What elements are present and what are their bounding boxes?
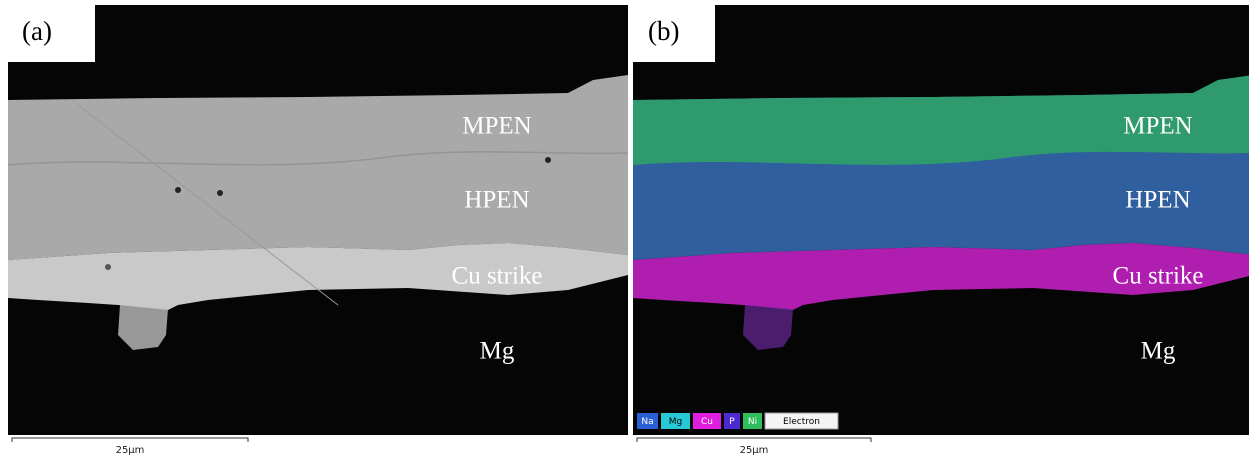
legend-entry: P bbox=[729, 417, 735, 427]
panel-label: (a) bbox=[22, 16, 52, 46]
sem-image bbox=[8, 5, 628, 435]
figure: (a) MPEN HPEN Cu strike Mg 25μm (b) MPEN… bbox=[0, 0, 1249, 455]
scale-bar bbox=[12, 438, 248, 442]
scale-bar bbox=[637, 438, 871, 442]
scale-label: 25μm bbox=[116, 445, 145, 455]
legend-entry: Electron bbox=[783, 417, 820, 427]
layer-label: Mg bbox=[1141, 338, 1176, 365]
legend-entry: Na bbox=[641, 417, 653, 427]
layer-label: MPEN bbox=[1123, 113, 1192, 140]
legend-entry: Mg bbox=[669, 417, 682, 427]
layer-label: HPEN bbox=[1125, 187, 1190, 214]
layer-label: Cu strike bbox=[1113, 263, 1204, 290]
legend-entry: Cu bbox=[701, 417, 713, 427]
layer-label: MPEN bbox=[462, 113, 531, 140]
scale-label: 25μm bbox=[740, 445, 769, 455]
layer-label: Cu strike bbox=[452, 263, 543, 290]
legend-entry: Ni bbox=[748, 417, 757, 427]
panel-label: (b) bbox=[648, 16, 679, 46]
layer-label: HPEN bbox=[464, 187, 529, 214]
element-legend: Na Mg Cu P Ni Electron bbox=[637, 413, 838, 429]
eds-map bbox=[633, 5, 1249, 435]
layer-label: Mg bbox=[480, 338, 515, 365]
